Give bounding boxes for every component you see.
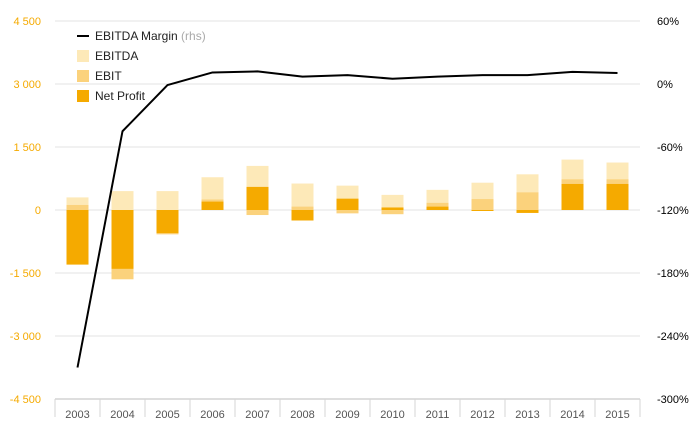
bar-net-profit [291,210,314,221]
bar-ebit [246,210,269,216]
y-left-tick-label: 4 500 [13,16,41,28]
y-right-tick-label: 60% [657,16,679,28]
bar-net-profit [201,201,224,210]
bar-ebit [471,199,494,210]
legend-swatch [77,50,89,62]
y-right-tick-label: -240% [657,331,689,343]
x-tick-label: 2009 [335,409,359,421]
bar-net-profit [111,210,134,269]
x-tick-label: 2004 [110,409,134,421]
legend-label: EBIT [95,69,122,83]
x-tick-label: 2010 [380,409,404,421]
x-tick-label: 2007 [245,409,269,421]
bar-net-profit [426,206,449,210]
x-tick-label: 2013 [515,409,539,421]
bar-net-profit [516,210,539,213]
y-right-tick-label: 0% [657,79,673,91]
x-tick-label: 2006 [200,409,224,421]
bar-net-profit [606,183,629,210]
bar-net-profit [471,210,494,211]
y-right-tick-label: -300% [657,394,689,406]
x-tick-label: 2005 [155,409,179,421]
bar-net-profit [336,198,359,210]
bar-ebit [291,206,314,210]
line-ebitda-margin [76,70,618,368]
y-left-tick-label: 3 000 [13,79,41,91]
y-right-tick-label: -120% [657,205,689,217]
bar-ebit [426,202,449,210]
bar-ebit [381,210,404,215]
bar-net-profit [156,210,179,234]
bar-ebitda [156,191,179,210]
y-left-tick-label: 0 [35,205,41,217]
x-tick-label: 2014 [560,409,584,421]
legend-label: EBITDA Margin (rhs) [95,29,206,43]
legend-label-suffix: (rhs) [178,29,206,43]
y-left-tick-label: 1 500 [13,142,41,154]
bar-ebit [516,192,539,210]
bar-ebitda [111,191,134,210]
x-tick-label: 2003 [65,409,89,421]
bar-net-profit [381,207,404,210]
legend-label: Net Profit [95,89,146,103]
y-left-tick-label: -1 500 [10,268,41,280]
y-left-tick-label: -4 500 [10,394,41,406]
legend-swatch [77,90,89,102]
bar-net-profit [561,183,584,210]
x-tick-label: 2015 [605,409,629,421]
bar-ebitda [291,183,314,210]
x-tick-label: 2012 [470,409,494,421]
bar-ebitda [381,194,404,210]
bar-ebit [336,210,359,214]
x-tick-label: 2008 [290,409,314,421]
bar-net-profit [246,186,269,210]
x-tick-label: 2011 [426,409,450,421]
bar-ebit [66,204,89,210]
legend-swatch [77,70,89,82]
y-right-tick-label: -180% [657,268,689,280]
y-left-tick-label: -3 000 [10,331,41,343]
y-right-tick-label: -60% [657,142,683,154]
bar-net-profit [66,210,89,265]
legend-label: EBITDA [95,49,138,63]
